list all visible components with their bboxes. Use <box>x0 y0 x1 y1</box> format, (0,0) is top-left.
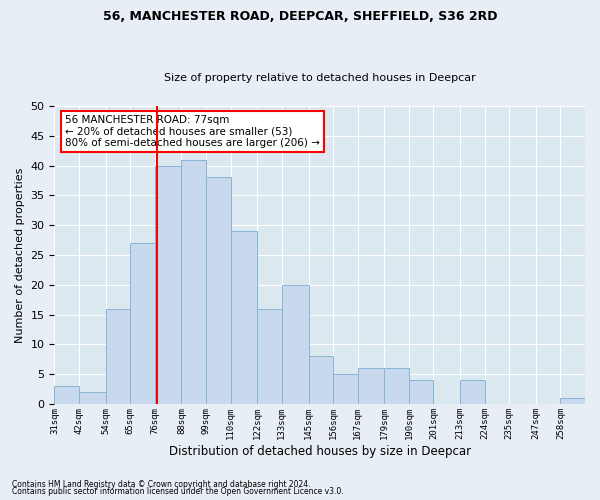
Text: 56, MANCHESTER ROAD, DEEPCAR, SHEFFIELD, S36 2RD: 56, MANCHESTER ROAD, DEEPCAR, SHEFFIELD,… <box>103 10 497 23</box>
Text: Contains public sector information licensed under the Open Government Licence v3: Contains public sector information licen… <box>12 487 344 496</box>
Bar <box>230 231 257 404</box>
Bar <box>333 374 358 404</box>
Title: Size of property relative to detached houses in Deepcar: Size of property relative to detached ho… <box>164 73 476 83</box>
Bar <box>155 166 181 404</box>
Bar <box>206 178 230 404</box>
Bar <box>308 356 333 404</box>
Bar <box>79 392 106 404</box>
Bar <box>560 398 585 404</box>
Bar <box>460 380 485 404</box>
Bar <box>106 308 130 404</box>
Text: Contains HM Land Registry data © Crown copyright and database right 2024.: Contains HM Land Registry data © Crown c… <box>12 480 311 489</box>
Bar <box>409 380 433 404</box>
Bar <box>257 308 282 404</box>
Bar <box>282 285 308 404</box>
X-axis label: Distribution of detached houses by size in Deepcar: Distribution of detached houses by size … <box>169 444 471 458</box>
Bar <box>358 368 385 404</box>
Bar <box>130 243 155 404</box>
Bar <box>55 386 79 404</box>
Bar <box>181 160 206 404</box>
Y-axis label: Number of detached properties: Number of detached properties <box>15 168 25 342</box>
Bar <box>385 368 409 404</box>
Text: 56 MANCHESTER ROAD: 77sqm
← 20% of detached houses are smaller (53)
80% of semi-: 56 MANCHESTER ROAD: 77sqm ← 20% of detac… <box>65 115 320 148</box>
